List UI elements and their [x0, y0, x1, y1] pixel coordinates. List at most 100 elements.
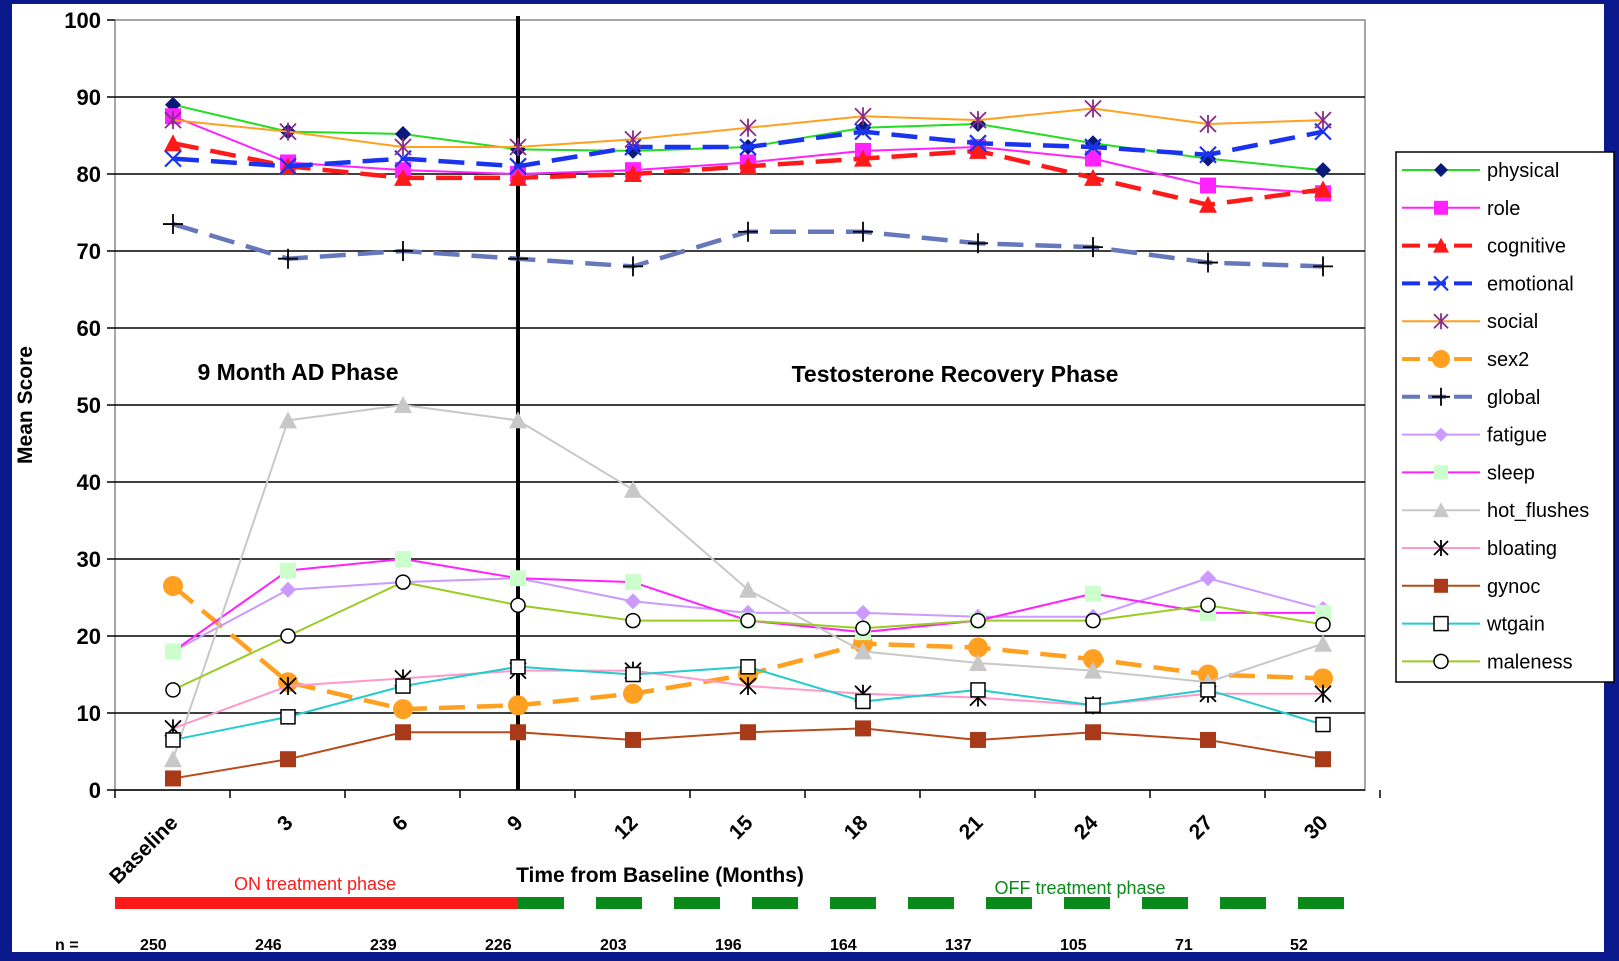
point-global-10 — [1313, 256, 1333, 277]
legend-label-gynoc: gynoc — [1487, 576, 1540, 598]
legend-label-sleep: sleep — [1487, 462, 1535, 484]
n-label: n = — [55, 937, 79, 954]
point-cognitive-9 — [1199, 195, 1217, 213]
point-physical-10 — [1315, 162, 1331, 179]
point-sleep-2 — [395, 551, 411, 567]
legend-box — [1395, 151, 1615, 683]
point-global-2 — [393, 241, 413, 261]
series-hot_flushes — [164, 396, 1332, 768]
ytick-label-60: 60 — [77, 316, 101, 341]
point-wtgain-1 — [280, 709, 296, 725]
legend-item-gynoc: gynoc — [1402, 576, 1540, 598]
legend-label-global: global — [1487, 387, 1540, 409]
legend-label-emotional: emotional — [1487, 273, 1574, 295]
off-treatment-dash-2 — [674, 897, 720, 909]
legend-marker-emotional — [1433, 275, 1449, 292]
series-layer — [163, 96, 1333, 787]
point-maleness-6 — [855, 620, 871, 637]
point-emotional-7 — [969, 134, 987, 152]
point-social-7 — [969, 111, 987, 130]
off-treatment-dash-6 — [986, 897, 1032, 909]
legend-marker-bloating — [1433, 540, 1449, 556]
ytick-label-0: 0 — [89, 778, 101, 803]
point-fatigue-9 — [1200, 570, 1216, 587]
legend-marker-fatigue — [1434, 427, 1448, 442]
n-value-7: 137 — [945, 937, 972, 954]
point-maleness-7 — [970, 612, 986, 629]
point-hot_flushes-7 — [969, 653, 987, 671]
point-wtgain-6 — [855, 693, 871, 710]
point-sleep-0 — [165, 643, 181, 660]
legend-marker-hot_flushes — [1433, 502, 1449, 518]
point-sex2-8 — [1083, 649, 1103, 670]
point-sex2-7 — [968, 637, 988, 658]
point-gynoc-0 — [165, 770, 181, 787]
point-cognitive-5 — [739, 157, 757, 175]
point-gynoc-4 — [625, 731, 641, 748]
ytick-label-100: 100 — [64, 8, 101, 33]
legend-item-bloating: bloating — [1402, 538, 1557, 560]
point-social-1 — [279, 122, 297, 141]
point-cognitive-0 — [164, 134, 182, 152]
legend-marker-cognitive — [1433, 237, 1449, 253]
point-hot_flushes-2 — [394, 396, 412, 413]
legend-marker-maleness — [1433, 653, 1449, 670]
point-wtgain-10 — [1315, 716, 1331, 733]
point-sleep-10 — [1315, 604, 1331, 621]
point-cognitive-6 — [854, 149, 872, 167]
series-cognitive — [164, 134, 1332, 213]
legend-label-wtgain: wtgain — [1486, 614, 1545, 636]
legend-item-role: role — [1402, 198, 1520, 220]
point-emotional-5 — [739, 138, 757, 156]
point-hot_flushes-6 — [854, 642, 872, 660]
y-axis-ticks: 0 10 20 30 40 50 60 70 80 90 100 — [64, 8, 115, 803]
point-social-6 — [854, 107, 872, 126]
legend-label-physical: physical — [1487, 160, 1559, 182]
point-role-9 — [1200, 177, 1216, 194]
legend-marker-social — [1433, 313, 1449, 330]
legend-marker-gynoc — [1434, 578, 1448, 593]
point-social-8 — [1084, 99, 1102, 118]
point-global-3 — [508, 248, 528, 269]
point-maleness-2 — [395, 574, 411, 590]
point-maleness-4 — [625, 612, 641, 629]
legend-marker-wtgain — [1433, 615, 1449, 632]
point-gynoc-9 — [1200, 731, 1216, 748]
point-emotional-8 — [1084, 138, 1102, 156]
point-sex2-10 — [1313, 668, 1333, 689]
point-global-5 — [738, 221, 758, 242]
ytick-label-80: 80 — [77, 162, 101, 187]
ytick-label-20: 20 — [77, 624, 101, 649]
point-cognitive-10 — [1314, 180, 1332, 198]
point-hot_flushes-10 — [1314, 634, 1332, 652]
legend-item-sleep: sleep — [1402, 462, 1535, 484]
legend-item-social: social — [1402, 311, 1538, 333]
off-treatment-dash-5 — [908, 897, 954, 909]
point-maleness-9 — [1200, 597, 1216, 613]
legend-item-sex2: sex2 — [1402, 349, 1529, 371]
point-wtgain-8 — [1085, 697, 1101, 714]
point-sleep-3 — [510, 570, 526, 587]
point-maleness-10 — [1315, 616, 1331, 633]
point-sleep-8 — [1085, 585, 1101, 602]
point-sleep-4 — [625, 574, 641, 591]
point-cognitive-7 — [969, 141, 987, 159]
point-maleness-5 — [740, 612, 756, 629]
off-treatment-dash-9 — [1220, 897, 1266, 909]
sample-sizes: 250 246 239 226 203 196 164 137 105 71 52 — [140, 937, 1308, 954]
point-social-5 — [739, 118, 757, 137]
point-social-4 — [624, 130, 642, 149]
series-global — [163, 214, 1333, 277]
point-bloating-1 — [279, 677, 297, 696]
point-fatigue-6 — [855, 604, 871, 621]
point-cognitive-2 — [394, 168, 412, 186]
point-global-0 — [163, 214, 183, 235]
legend-label-cognitive: cognitive — [1487, 236, 1566, 258]
point-hot_flushes-0 — [164, 750, 182, 768]
legend-item-physical: physical — [1402, 160, 1559, 182]
point-wtgain-0 — [165, 732, 181, 748]
n-value-2: 239 — [370, 937, 397, 954]
point-wtgain-5 — [740, 659, 756, 675]
phase-label-ad: 9 Month AD Phase — [197, 359, 398, 385]
point-hot_flushes-1 — [279, 411, 297, 429]
